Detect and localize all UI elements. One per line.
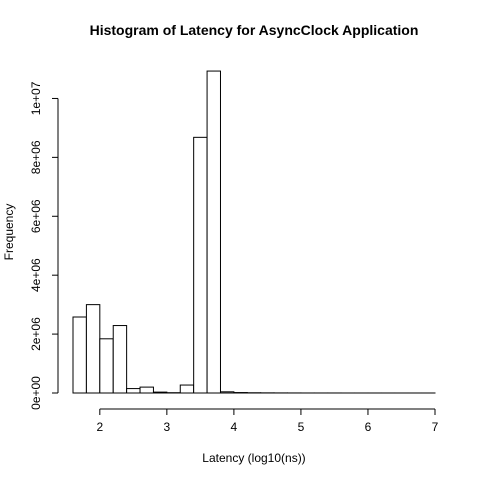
y-tick-label: 1e+07 <box>29 81 43 115</box>
histogram-bar <box>72 316 87 394</box>
histogram-bar <box>139 386 154 394</box>
y-tick-label: 2e+06 <box>29 317 43 351</box>
chart-title: Histogram of Latency for AsyncClock Appl… <box>90 22 419 38</box>
histogram-bar <box>85 304 101 394</box>
y-axis-label: Frequency <box>2 204 16 261</box>
x-tick-label: 4 <box>231 420 238 434</box>
histogram-bar <box>126 388 141 394</box>
histogram-bar <box>206 70 221 394</box>
y-tick-label: 0e+00 <box>29 376 43 410</box>
y-axis: 0e+00 2e+06 4e+06 6e+06 8e+06 1e+07 <box>29 81 59 410</box>
histogram-bar <box>152 391 168 394</box>
histogram-bar <box>112 325 128 394</box>
y-tick-label: 8e+06 <box>29 140 43 174</box>
y-tick-label: 6e+06 <box>29 199 43 233</box>
bars-group <box>72 70 436 394</box>
x-axis-label: Latency (log10(ns)) <box>202 451 305 465</box>
x-tick-label: 3 <box>164 420 171 434</box>
x-tick-label: 7 <box>432 420 439 434</box>
x-tick-label: 6 <box>365 420 372 434</box>
x-tick-label: 5 <box>298 420 305 434</box>
y-tick-label: 4e+06 <box>29 258 43 292</box>
histogram-bar <box>193 136 208 394</box>
x-tick-label: 2 <box>96 420 103 434</box>
histogram-bar <box>99 338 114 394</box>
histogram-bar <box>179 384 195 394</box>
x-axis: 2 3 4 5 6 7 <box>96 408 439 434</box>
histogram-bar <box>219 391 235 394</box>
